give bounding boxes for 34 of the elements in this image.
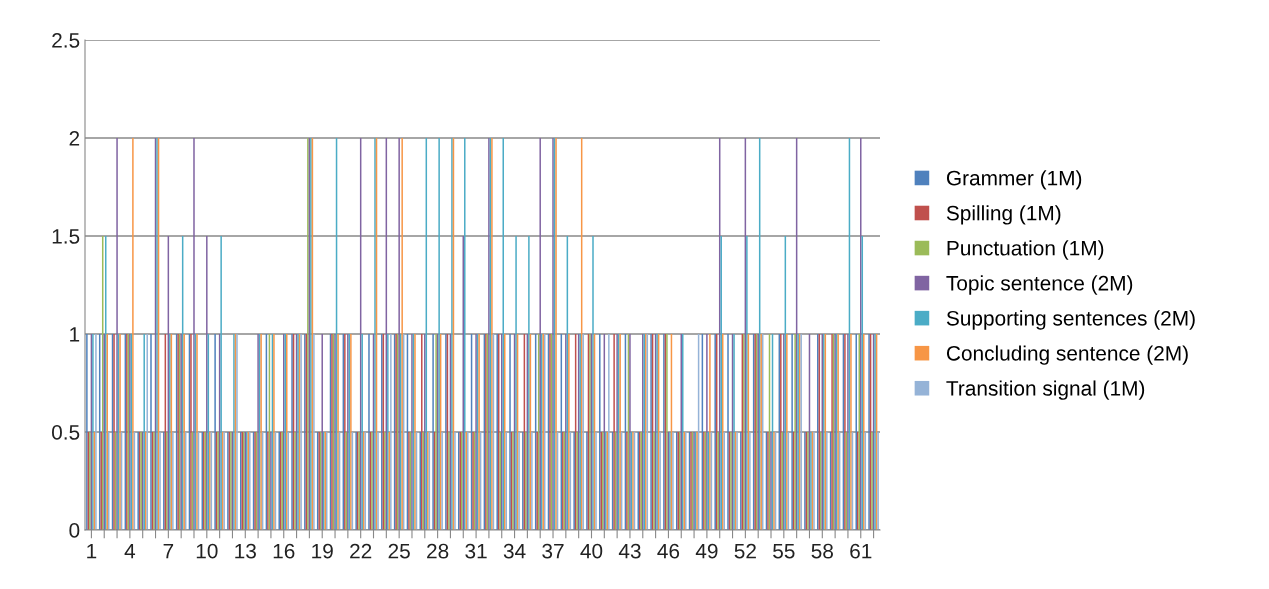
x-tick-label: 40: [580, 543, 603, 559]
x-tick-label: 28: [427, 543, 449, 559]
x-tick-label: 34: [503, 543, 526, 559]
x-tick-label: 4: [124, 543, 136, 559]
x-tick-label: 58: [811, 543, 833, 559]
legend-label: Punctuation (1M): [947, 240, 1104, 260]
x-tick-label: 1: [87, 543, 97, 559]
x-tick-label: 61: [850, 543, 872, 559]
x-tick-label: 37: [542, 543, 564, 559]
legend-label: Topic sentence (2M): [946, 275, 1133, 295]
legend-label: Grammer (1M): [946, 170, 1082, 190]
x-tick-label: 25: [388, 543, 410, 559]
y-tick-label: 0: [69, 523, 80, 538]
legend-label: Concluding sentence (2M): [946, 345, 1188, 365]
legend-label: Transition signal (1M): [946, 380, 1145, 400]
x-tick-label: 55: [773, 543, 795, 559]
y-tick-label: 2: [69, 131, 80, 146]
x-tick-label: 13: [235, 543, 256, 559]
x-tick-label: 22: [350, 543, 372, 559]
x-tick-label: 43: [618, 543, 641, 559]
y-tick-label: 2.5: [52, 33, 80, 48]
x-tick-label: 31: [465, 543, 487, 559]
y-tick-label: 1: [70, 327, 80, 342]
y-tick-label: 1.5: [52, 229, 80, 244]
legend-label: Supporting sentences (2M): [946, 310, 1195, 330]
y-tick-label: 0.5: [51, 425, 80, 440]
x-tick-label: 7: [163, 543, 174, 559]
x-tick-label: 49: [695, 543, 718, 559]
legend-label: Spilling (1M): [946, 205, 1061, 225]
x-tick-label: 16: [273, 543, 295, 559]
x-tick-label: 19: [312, 543, 333, 559]
x-tick-label: 10: [196, 543, 218, 559]
x-tick-label: 52: [734, 543, 756, 559]
x-tick-label: 46: [657, 543, 680, 559]
